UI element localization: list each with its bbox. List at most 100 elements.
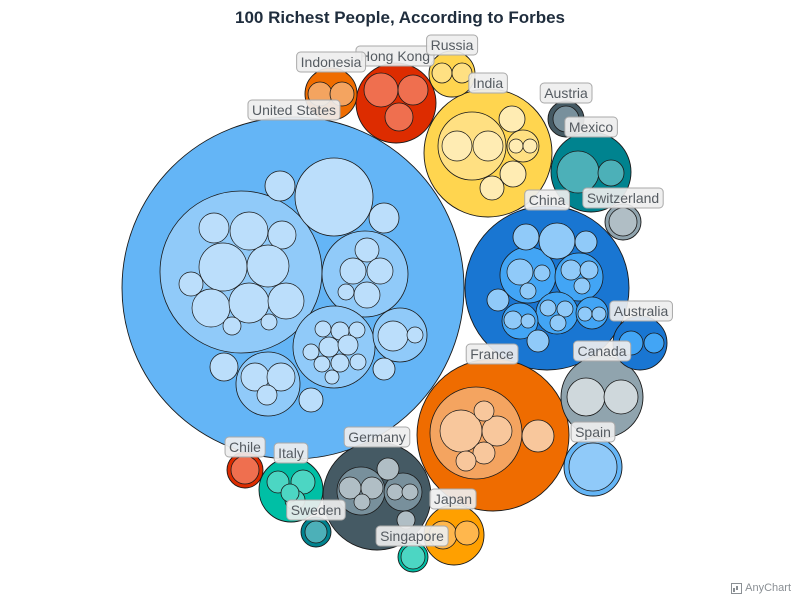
label-text-switzerland: Switzerland (587, 190, 659, 206)
bubble-china-leaf[interactable] (577, 306, 593, 322)
bubble-united-states-leaf[interactable] (222, 316, 242, 336)
bubble-mexico-child[interactable] (556, 150, 600, 194)
bubble-singapore-child[interactable] (400, 544, 426, 570)
bubble-united-states-leaf[interactable] (313, 355, 331, 373)
bubble-united-states-child[interactable] (294, 157, 374, 237)
bubble-united-states-leaf[interactable] (366, 257, 394, 285)
bubble-chile-child[interactable] (230, 455, 260, 485)
bubble-china-leaf[interactable] (520, 313, 536, 329)
bubble-united-states-child[interactable] (368, 202, 400, 234)
bubble-switzerland-child[interactable] (608, 207, 638, 237)
label-box-austria (539, 82, 593, 104)
bubble-hong-kong-child[interactable] (384, 102, 414, 132)
label-box-japan (429, 488, 477, 510)
bubble-united-states-leaf[interactable] (339, 257, 367, 285)
label-sweden: Sweden (286, 499, 346, 521)
bubble-india-child[interactable] (479, 175, 505, 201)
bubble-united-states-leaf[interactable] (178, 271, 204, 297)
bubble-australia-child[interactable] (643, 332, 665, 354)
bubble-hong-kong-child[interactable] (363, 72, 399, 108)
bubble-united-states-leaf[interactable] (330, 353, 350, 373)
bubble-china-child[interactable] (512, 223, 540, 251)
bubble-united-states-leaf[interactable] (229, 211, 269, 251)
bubble-china-leaf[interactable] (591, 306, 607, 322)
bubble-canada-child[interactable] (603, 379, 639, 415)
bubble-united-states-leaf[interactable] (266, 362, 296, 392)
bubble-united-states-child[interactable] (209, 352, 239, 382)
bubble-china-leaf[interactable] (549, 314, 567, 332)
label-box-switzerland (582, 187, 664, 209)
label-japan: Japan (429, 488, 477, 510)
bubble-united-states-leaf[interactable] (267, 220, 297, 250)
bubble-united-states-leaf[interactable] (256, 384, 278, 406)
label-box-canada (572, 340, 632, 362)
bubble-china-leaf[interactable] (519, 282, 537, 300)
bubble-united-states-child[interactable] (372, 357, 396, 381)
label-text-spain: Spain (575, 424, 611, 440)
bubble-italy-child[interactable] (280, 483, 300, 503)
bubble-germany-child[interactable] (376, 457, 400, 481)
bubble-united-states-leaf[interactable] (406, 326, 424, 344)
bubble-china-child[interactable] (538, 222, 576, 260)
bubble-germany-leaf[interactable] (360, 476, 384, 500)
bubble-mexico-child[interactable] (597, 159, 625, 187)
bubble-china-leaf[interactable] (503, 310, 523, 330)
bubble-china-leaf[interactable] (506, 258, 534, 286)
bubble-united-states-leaf[interactable] (246, 244, 290, 288)
label-france: France (465, 343, 519, 365)
bubble-china-leaf[interactable] (560, 259, 582, 281)
bubble-united-states-leaf[interactable] (314, 320, 332, 338)
credit[interactable]: AnyChart (731, 582, 791, 594)
bubble-united-states-leaf[interactable] (198, 242, 248, 292)
bubble-china-child[interactable] (526, 329, 550, 353)
bubble-france-leaf[interactable] (481, 415, 513, 447)
bubble-united-states-leaf[interactable] (353, 281, 381, 309)
label-singapore: Singapore (375, 525, 449, 547)
bubble-sweden-child[interactable] (304, 520, 328, 544)
bubble-russia-child[interactable] (431, 62, 453, 84)
bubble-india-child[interactable] (498, 105, 526, 133)
label-italy: Italy (273, 442, 309, 464)
bubble-germany-leaf[interactable] (353, 493, 371, 511)
bubble-india-child[interactable] (499, 160, 527, 188)
bubble-china-leaf[interactable] (573, 277, 591, 295)
bubble-france-leaf[interactable] (472, 441, 496, 465)
bubble-united-states-leaf[interactable] (198, 212, 230, 244)
bubble-united-states-leaf[interactable] (337, 283, 355, 301)
bubble-united-states-leaf[interactable] (267, 282, 305, 320)
bubble-china-leaf[interactable] (539, 299, 557, 317)
bubble-spain-child[interactable] (568, 442, 618, 492)
bubble-china-leaf[interactable] (579, 260, 599, 280)
bubble-india-leaf[interactable] (508, 138, 524, 154)
bubble-united-states-leaf[interactable] (337, 334, 359, 356)
bubble-united-states-leaf[interactable] (302, 343, 320, 361)
label-china: China (524, 189, 570, 211)
bubble-germany-leaf[interactable] (401, 483, 419, 501)
label-switzerland: Switzerland (582, 187, 664, 209)
label-box-italy (273, 442, 309, 464)
bubble-china-leaf[interactable] (533, 264, 551, 282)
bubble-france-leaf[interactable] (473, 400, 495, 422)
bubble-india-leaf[interactable] (522, 138, 538, 154)
bubble-united-states-leaf[interactable] (377, 320, 409, 352)
bubble-france-leaf[interactable] (455, 450, 477, 472)
bubble-united-states-child[interactable] (298, 387, 324, 413)
bubble-united-states-leaf[interactable] (349, 353, 367, 371)
bubble-united-states-leaf[interactable] (354, 237, 380, 263)
bubble-china-child[interactable] (486, 288, 510, 312)
bubble-china-leaf[interactable] (556, 300, 574, 318)
bubble-canada-child[interactable] (566, 377, 606, 417)
bubble-japan-child[interactable] (454, 520, 480, 546)
bubble-china-child[interactable] (574, 230, 598, 254)
bubble-india-leaf[interactable] (472, 130, 504, 162)
bubble-india-leaf[interactable] (441, 130, 473, 162)
bubble-hong-kong-child[interactable] (397, 74, 429, 106)
bubble-united-states-leaf[interactable] (348, 321, 366, 339)
bubble-france-child[interactable] (521, 419, 555, 453)
bubble-united-states-leaf[interactable] (324, 369, 340, 385)
bubble-united-states-leaf[interactable] (260, 313, 278, 331)
bubble-germany-leaf[interactable] (386, 483, 404, 501)
label-box-spain (570, 421, 616, 443)
bubble-united-states-leaf[interactable] (318, 336, 340, 358)
bubble-united-states-child[interactable] (264, 170, 296, 202)
